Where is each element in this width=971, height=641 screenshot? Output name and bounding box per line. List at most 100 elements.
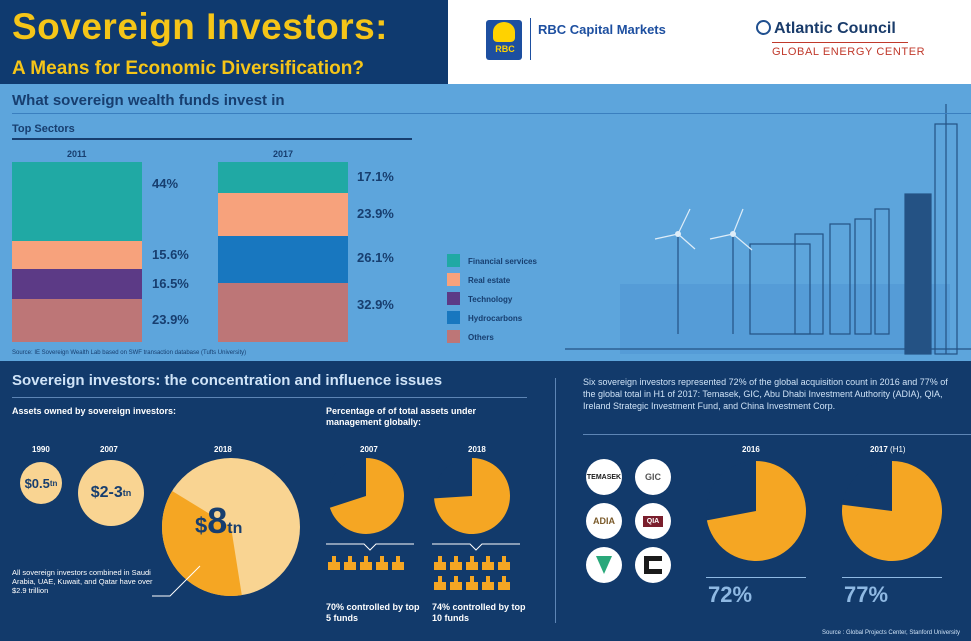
year-label: 2007	[360, 445, 378, 454]
divider	[12, 113, 971, 114]
fund-icon	[482, 576, 494, 590]
fund-icons-2007	[328, 556, 404, 570]
bar-segment	[218, 282, 348, 342]
globe-icon	[756, 20, 771, 35]
assets-heading: Assets owned by sovereign investors:	[12, 406, 177, 416]
legend-swatch	[447, 273, 460, 286]
pie-slice	[329, 458, 404, 534]
bar-value-label: 16.5%	[152, 276, 189, 292]
adia-logo: ADIA	[586, 503, 622, 539]
note-connector	[152, 565, 201, 597]
legend-label: Others	[468, 333, 494, 342]
temasek-logo: TEMASEK	[586, 459, 622, 495]
divider	[583, 434, 971, 435]
bubble-number: 2-3	[99, 484, 123, 501]
skyline-illustration	[565, 104, 971, 355]
bar-segment	[12, 162, 142, 242]
rbc-lion-icon	[493, 22, 515, 42]
year-label: 2017	[870, 445, 888, 454]
fund-icon	[498, 576, 510, 590]
year-label: 2016	[742, 445, 760, 454]
page-title: Sovereign Investors:	[12, 6, 389, 47]
bubble-symbol: $	[90, 484, 100, 501]
pie-slice	[434, 458, 510, 534]
fund-icon	[466, 556, 478, 570]
fund-icon	[360, 556, 372, 570]
pie-2017	[842, 461, 942, 561]
ctrl-2007: 70% controlled by top 5 funds	[326, 602, 420, 623]
fund-icon	[482, 556, 494, 570]
fund-icon	[466, 576, 478, 590]
isif-logo	[586, 547, 622, 583]
divider	[12, 397, 527, 398]
logo-label: ADIA	[593, 516, 615, 526]
rbc-name: RBC Capital Markets	[538, 22, 666, 37]
pie-2007	[328, 458, 404, 534]
fund-icon	[434, 576, 446, 590]
year-label: 2018	[214, 445, 232, 454]
pie-slice	[706, 461, 806, 561]
brace-2018	[432, 543, 520, 551]
pie-slice	[842, 461, 942, 561]
pct-heading: Percentage of of total assets under mana…	[326, 406, 477, 427]
assets-bubble-2007: $2-3 tn	[78, 460, 144, 526]
bar-value-label: 23.9%	[357, 206, 394, 222]
assets-pie-2018	[162, 458, 300, 596]
bubble-symbol: $	[24, 475, 32, 491]
rbc-badge: RBC	[495, 44, 515, 54]
legend-label: Technology	[468, 295, 513, 304]
atlantic-council-name: Atlantic Council	[774, 20, 896, 37]
fund-icon	[392, 556, 404, 570]
fund-icon	[450, 556, 462, 570]
sector-section	[0, 84, 971, 361]
bubble-number: 0.5	[31, 475, 50, 491]
logo-divider	[530, 18, 531, 60]
bar-segment	[12, 298, 142, 342]
logo-label: TEMASEK	[586, 473, 622, 481]
pie-2016	[706, 461, 806, 561]
divider	[12, 138, 412, 140]
bubble-unit: tn	[227, 520, 243, 537]
fund-icon	[450, 576, 462, 590]
divider	[706, 577, 806, 578]
year-label: 1990	[32, 445, 50, 454]
bubble-unit: tn	[122, 488, 132, 498]
pct-2017: 77%	[844, 582, 889, 607]
bar-value-label: 32.9%	[357, 296, 394, 312]
fund-icons-2018	[434, 556, 510, 590]
gic-logo: GIC	[635, 459, 671, 495]
fund-icon	[328, 556, 340, 570]
legend-label: Real estate	[468, 276, 511, 285]
divider	[555, 378, 556, 623]
isif-triangle-icon	[596, 556, 612, 574]
bar-value-label: 23.9%	[152, 312, 189, 328]
legend-swatch	[447, 311, 460, 324]
acquisition-description: Six sovereign investors represented 72% …	[583, 377, 948, 411]
header-banner	[0, 0, 448, 84]
chart-year-label: 2011	[67, 149, 87, 159]
bar-segment	[218, 235, 348, 283]
legend-swatch	[447, 254, 460, 267]
bubble-number: 8	[207, 500, 228, 541]
sector-section-title: What sovereign wealth funds invest in	[12, 92, 285, 109]
ac-divider	[772, 42, 908, 43]
pie-2018	[434, 458, 510, 534]
brace-2007	[326, 543, 414, 551]
year-label: 2007	[100, 445, 118, 454]
divider	[842, 577, 942, 578]
legend-label: Financial services	[468, 257, 537, 266]
assets-bubble-1990: $0.5 tn	[20, 462, 62, 504]
bar-value-label: 17.1%	[357, 169, 394, 185]
bubble-symbol: $	[195, 513, 208, 538]
bar-segment	[12, 241, 142, 270]
fund-icon	[344, 556, 356, 570]
bar-segment	[12, 269, 142, 299]
top-sectors-heading: Top Sectors	[12, 123, 75, 135]
pct-2016: 72%	[708, 582, 753, 607]
qia-logo: QIA	[635, 503, 671, 539]
source-note: Source: IE Sovereign Wealth Lab based on…	[12, 350, 247, 356]
source-note: Source : Global Projects Center, Stanfor…	[822, 630, 961, 636]
logo-bar: RBC RBC Capital Markets Atlantic Council…	[448, 0, 971, 84]
legend-swatch	[447, 292, 460, 305]
concentration-section-title: Sovereign investors: the concentration a…	[12, 372, 443, 389]
